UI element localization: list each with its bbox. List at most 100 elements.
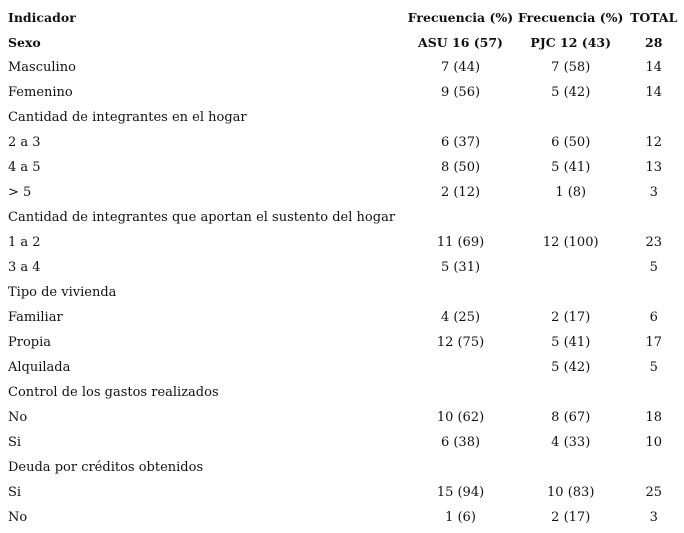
row-label: Cantidad de integrantes en el hogar	[8, 110, 247, 125]
cell-asu: 7 (44)	[440, 60, 481, 75]
cell-pjc: 10 (83)	[547, 485, 595, 500]
row-label: 4 a 5	[8, 160, 41, 175]
cell-pjc: 6 (50)	[551, 135, 591, 150]
cell-asu: 4 (25)	[440, 310, 481, 325]
cell-asu: 10 (62)	[436, 410, 485, 425]
cell-total: 13	[645, 160, 662, 175]
cell-pjc	[518, 205, 623, 230]
cell-pjc: 8 (67)	[551, 410, 591, 425]
header-indicator: Indicador	[8, 10, 76, 25]
cell-total: 3	[649, 185, 658, 200]
cell-pjc	[518, 455, 623, 480]
row-label: 1 a 2	[8, 235, 41, 250]
cell-pjc: 5 (41)	[551, 335, 591, 350]
row-label: Tipo de vivienda	[8, 285, 117, 300]
table-row: Familiar 4 (25) 2 (17) 6	[0, 305, 684, 330]
cell-asu: 12 (75)	[436, 335, 485, 350]
cell-asu: 1 (6)	[445, 510, 476, 525]
cell-total: 14	[645, 85, 662, 100]
row-label: 2 a 3	[8, 135, 41, 150]
table-row: Tipo de vivienda	[0, 280, 684, 305]
cell-asu	[403, 355, 518, 380]
row-label: Si	[8, 435, 22, 450]
cell-asu: ASU 16 (57)	[418, 35, 503, 50]
table-row: Control de los gastos realizados	[0, 380, 684, 405]
cell-asu: 8 (50)	[440, 160, 481, 175]
cell-pjc: 5 (42)	[551, 360, 591, 375]
row-label: Alquilada	[8, 360, 71, 375]
cell-total: 5	[649, 360, 658, 375]
table-row: Si 6 (38) 4 (33) 10	[0, 430, 684, 455]
cell-pjc: 5 (41)	[551, 160, 591, 175]
row-label: Femenino	[8, 85, 73, 100]
cell-pjc: PJC 12 (43)	[530, 35, 612, 50]
row-label: Cantidad de integrantes que aportan el s…	[8, 210, 396, 225]
row-label: No	[8, 410, 28, 425]
row-label: Deuda por créditos obtenidos	[8, 460, 204, 475]
table-row: Si 15 (94) 10 (83) 25	[0, 480, 684, 505]
table-row: No 1 (6) 2 (17) 3	[0, 505, 684, 530]
cell-total: 28	[645, 35, 663, 50]
cell-pjc	[518, 380, 623, 405]
cell-total	[623, 205, 684, 230]
cell-asu: 5 (31)	[440, 260, 481, 275]
cell-total	[623, 105, 684, 130]
cell-asu	[403, 380, 518, 405]
header-total: TOTAL	[630, 10, 678, 25]
table-row: 1 a 2 11 (69) 12 (100) 23	[0, 230, 684, 255]
row-label: Masculino	[8, 60, 76, 75]
table-row: Femenino 9 (56) 5 (42) 14	[0, 80, 684, 105]
cell-pjc: 4 (33)	[551, 435, 591, 450]
table-row: > 5 2 (12) 1 (8) 3	[0, 180, 684, 205]
cell-total: 6	[649, 310, 658, 325]
header-frequency-pjc: Frecuencia (%)	[518, 10, 624, 25]
cell-total: 14	[645, 60, 662, 75]
cell-asu: 15 (94)	[436, 485, 485, 500]
row-label: 3 a 4	[8, 260, 41, 275]
row-label: > 5	[8, 185, 32, 200]
cell-total: 12	[645, 135, 662, 150]
cell-asu	[403, 280, 518, 305]
cell-pjc: 1 (8)	[555, 185, 587, 200]
table-row: 4 a 5 8 (50) 5 (41) 13	[0, 155, 684, 180]
table-header-row: Indicador Frecuencia (%) Frecuencia (%) …	[0, 5, 684, 30]
cell-pjc	[518, 255, 623, 280]
cell-pjc: 7 (58)	[551, 60, 591, 75]
cell-total	[623, 380, 684, 405]
cell-pjc: 2 (17)	[551, 510, 591, 525]
cell-asu: 2 (12)	[440, 185, 481, 200]
cell-total: 18	[645, 410, 662, 425]
cell-asu	[403, 105, 518, 130]
cell-asu: 6 (37)	[440, 135, 481, 150]
table-row: Deuda por créditos obtenidos	[0, 455, 684, 480]
cell-asu: 11 (69)	[436, 235, 485, 250]
cell-pjc: 2 (17)	[551, 310, 591, 325]
row-label: Si	[8, 485, 22, 500]
header-frequency-asu: Frecuencia (%)	[407, 10, 514, 25]
cell-total: 23	[645, 235, 662, 250]
table-row: Propia 12 (75) 5 (41) 17	[0, 330, 684, 355]
table-row: Masculino 7 (44) 7 (58) 14	[0, 55, 684, 80]
table-row: 2 a 3 6 (37) 6 (50) 12	[0, 130, 684, 155]
cell-total	[623, 280, 684, 305]
table-row: Cantidad de integrantes en el hogar	[0, 105, 684, 130]
row-label: Propia	[8, 335, 52, 350]
row-label: Control de los gastos realizados	[8, 385, 219, 400]
table-row: Sexo ASU 16 (57) PJC 12 (43) 28	[0, 30, 684, 55]
cell-total: 10	[645, 435, 662, 450]
cell-asu: 6 (38)	[440, 435, 481, 450]
cell-total	[623, 455, 684, 480]
cell-asu: 9 (56)	[440, 85, 481, 100]
cell-total: 25	[645, 485, 662, 500]
cell-total: 5	[649, 260, 658, 275]
cell-pjc	[518, 280, 623, 305]
table-row: No 10 (62) 8 (67) 18	[0, 405, 684, 430]
cell-pjc: 12 (100)	[542, 235, 599, 250]
row-label: Familiar	[8, 310, 63, 325]
cell-asu	[403, 455, 518, 480]
table-row: Cantidad de integrantes que aportan el s…	[0, 205, 684, 230]
row-label: No	[8, 510, 28, 525]
table-row: Alquilada 5 (42) 5	[0, 355, 684, 380]
cell-total: 17	[645, 335, 662, 350]
data-table: Indicador Frecuencia (%) Frecuencia (%) …	[0, 5, 684, 530]
